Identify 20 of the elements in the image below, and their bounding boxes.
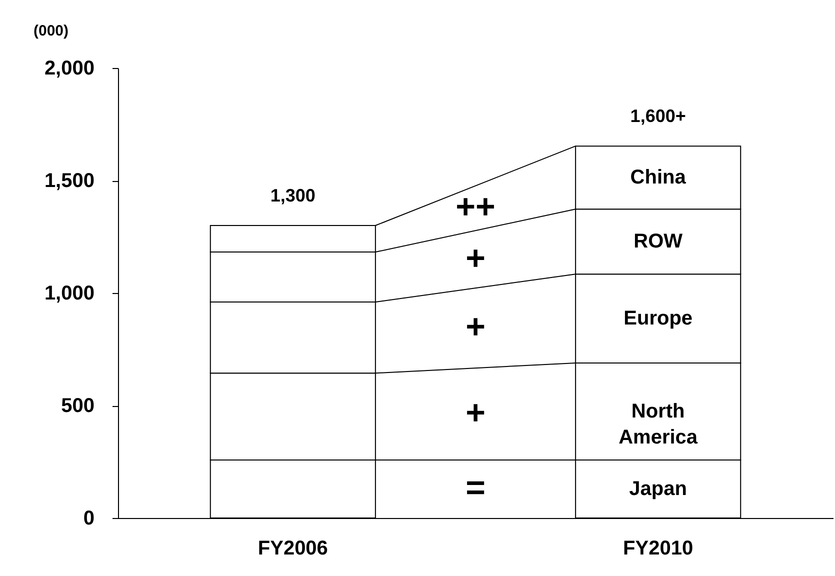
total-label: 1,300 (270, 186, 316, 206)
y-tick-label: 1,000 (44, 282, 94, 304)
series-label: Europe (624, 308, 693, 330)
y-axis-title: (000) (34, 22, 69, 40)
series-label: Japan (629, 478, 687, 500)
series-label: North America (618, 400, 698, 448)
y-tick-label: 2,000 (44, 58, 94, 80)
x-tick-label: FY2010 (623, 538, 694, 560)
annotation: + (466, 394, 486, 432)
annotation: + (466, 239, 486, 278)
y-tick-label: 1,500 (44, 170, 94, 192)
annotation: + (466, 308, 486, 346)
series-label: ROW (634, 230, 683, 253)
series-label: China (630, 166, 687, 189)
annotation: ++ (456, 188, 496, 226)
total-label: 1,600+ (630, 106, 686, 126)
y-tick-label: 500 (61, 395, 94, 417)
x-tick-label: FY2006 (258, 538, 328, 560)
annotation: = (466, 468, 486, 507)
y-tick-label: 0 (83, 508, 94, 530)
